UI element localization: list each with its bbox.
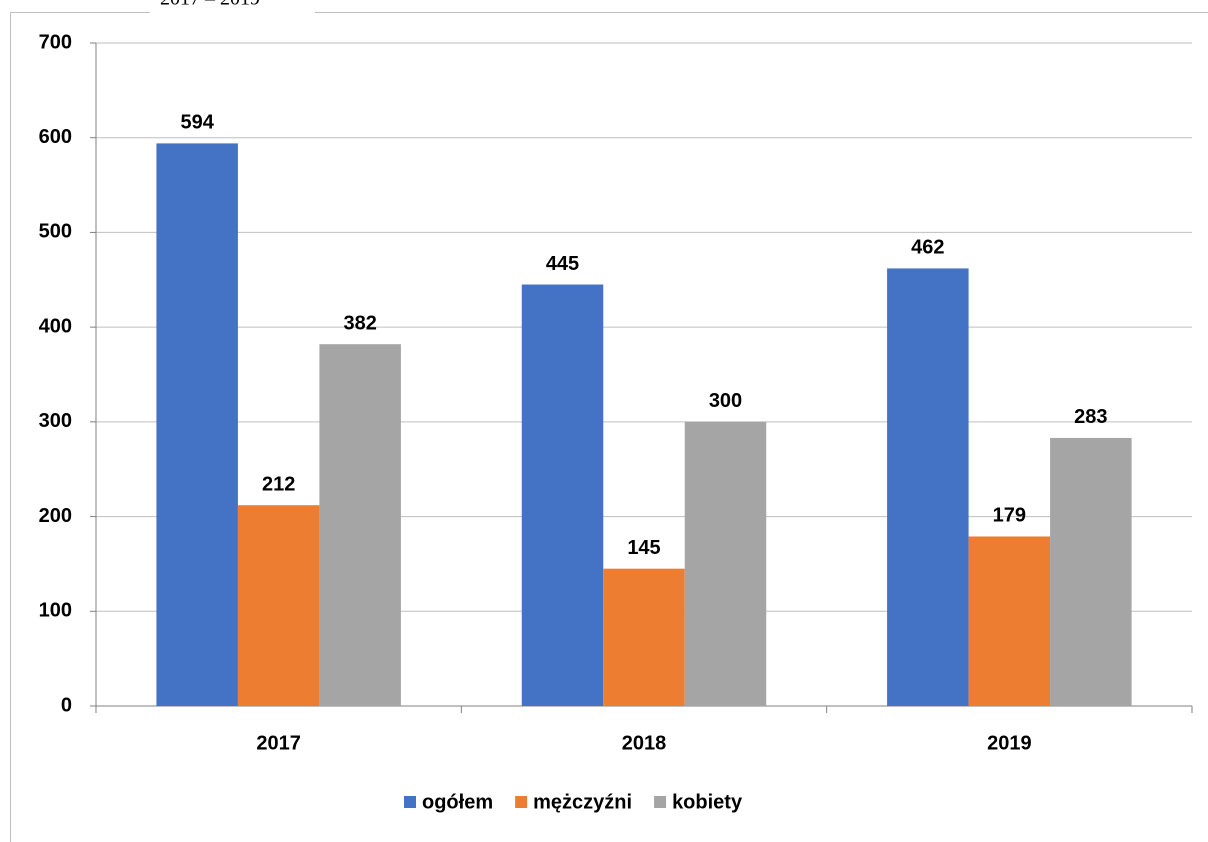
subtitle-backdrop [150,0,315,13]
legend-swatch [404,796,416,808]
y-tick-label: 100 [39,600,72,622]
data-label: 145 [627,537,660,559]
legend-label: kobiety [672,791,743,813]
data-label: 179 [993,505,1026,527]
y-tick-label: 400 [39,315,72,337]
y-tick-label: 600 [39,126,72,148]
x-tick-label: 2019 [987,732,1032,754]
data-label: 462 [911,237,944,259]
bar [603,568,685,706]
x-tick-label: 2018 [622,732,667,754]
legend-label: ogółem [422,791,493,813]
data-label: 300 [709,390,742,412]
x-tick-label: 2017 [256,732,301,754]
data-label: 212 [262,473,295,495]
legend-swatch [654,796,667,808]
y-tick-label: 500 [39,221,72,243]
y-tick-label: 300 [39,410,72,432]
bar [887,268,969,706]
bar [156,143,238,706]
data-label: 283 [1074,406,1107,428]
y-tick-label: 700 [39,31,72,53]
y-tick-label: 200 [39,505,72,527]
bar [319,344,401,706]
chart-subtitle: 2017 – 2019 [160,0,260,10]
bar [1050,437,1132,706]
bar [968,536,1051,706]
legend-swatch [515,796,528,808]
chart-frame [10,12,1208,842]
bar [237,505,320,706]
y-tick-label: 0 [61,694,72,716]
bar [684,421,767,706]
legend-label: mężczyźni [533,791,632,813]
data-label: 445 [546,253,579,275]
data-label: 382 [343,312,376,334]
data-label: 594 [180,112,214,134]
bar [521,284,604,706]
